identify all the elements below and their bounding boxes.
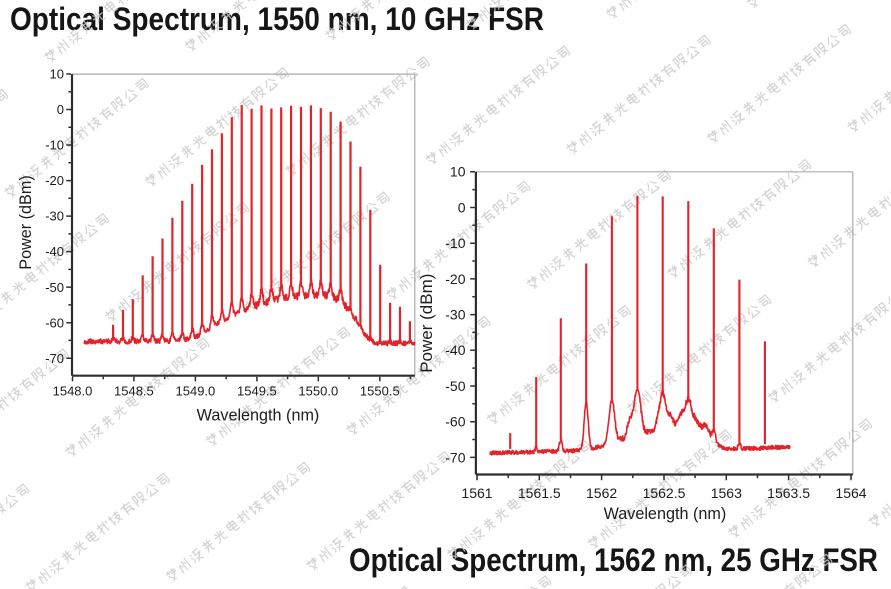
svg-text:1561: 1561 [461, 485, 492, 501]
svg-text:-60: -60 [45, 315, 64, 330]
svg-text:-40: -40 [45, 244, 64, 259]
svg-text:1550.0: 1550.0 [298, 384, 338, 399]
svg-text:Power (dBm): Power (dBm) [17, 175, 35, 269]
svg-text:-60: -60 [445, 414, 465, 430]
svg-text:1563: 1563 [711, 485, 742, 501]
svg-text:-30: -30 [45, 209, 64, 224]
svg-text:1548.0: 1548.0 [53, 384, 93, 399]
svg-text:1561.5: 1561.5 [518, 485, 561, 501]
svg-text:1550.5: 1550.5 [360, 384, 400, 399]
svg-text:-10: -10 [445, 235, 465, 251]
svg-text:1549.5: 1549.5 [237, 384, 277, 399]
svg-text:1548.5: 1548.5 [114, 384, 154, 399]
svg-text:1549.0: 1549.0 [176, 384, 216, 399]
svg-text:-10: -10 [45, 138, 64, 153]
svg-text:Power (dBm): Power (dBm) [417, 274, 436, 373]
svg-text:-30: -30 [445, 307, 465, 323]
svg-text:0: 0 [458, 199, 466, 215]
svg-text:-50: -50 [45, 280, 64, 295]
svg-text:-70: -70 [445, 449, 465, 465]
svg-text:1564: 1564 [835, 485, 866, 501]
svg-text:0: 0 [57, 102, 64, 117]
svg-text:-50: -50 [445, 378, 465, 394]
svg-text:10: 10 [50, 67, 64, 82]
svg-text:-70: -70 [45, 351, 64, 366]
svg-text:1562.5: 1562.5 [643, 485, 686, 501]
svg-text:Wavelength (nm): Wavelength (nm) [197, 406, 320, 424]
svg-text:Wavelength (nm): Wavelength (nm) [604, 505, 727, 523]
svg-text:10: 10 [450, 164, 466, 180]
svg-text:1562: 1562 [586, 485, 617, 501]
svg-text:-20: -20 [445, 271, 465, 287]
svg-text:-20: -20 [45, 173, 64, 188]
svg-text:1563.5: 1563.5 [767, 485, 810, 501]
svg-text:-40: -40 [445, 342, 465, 358]
